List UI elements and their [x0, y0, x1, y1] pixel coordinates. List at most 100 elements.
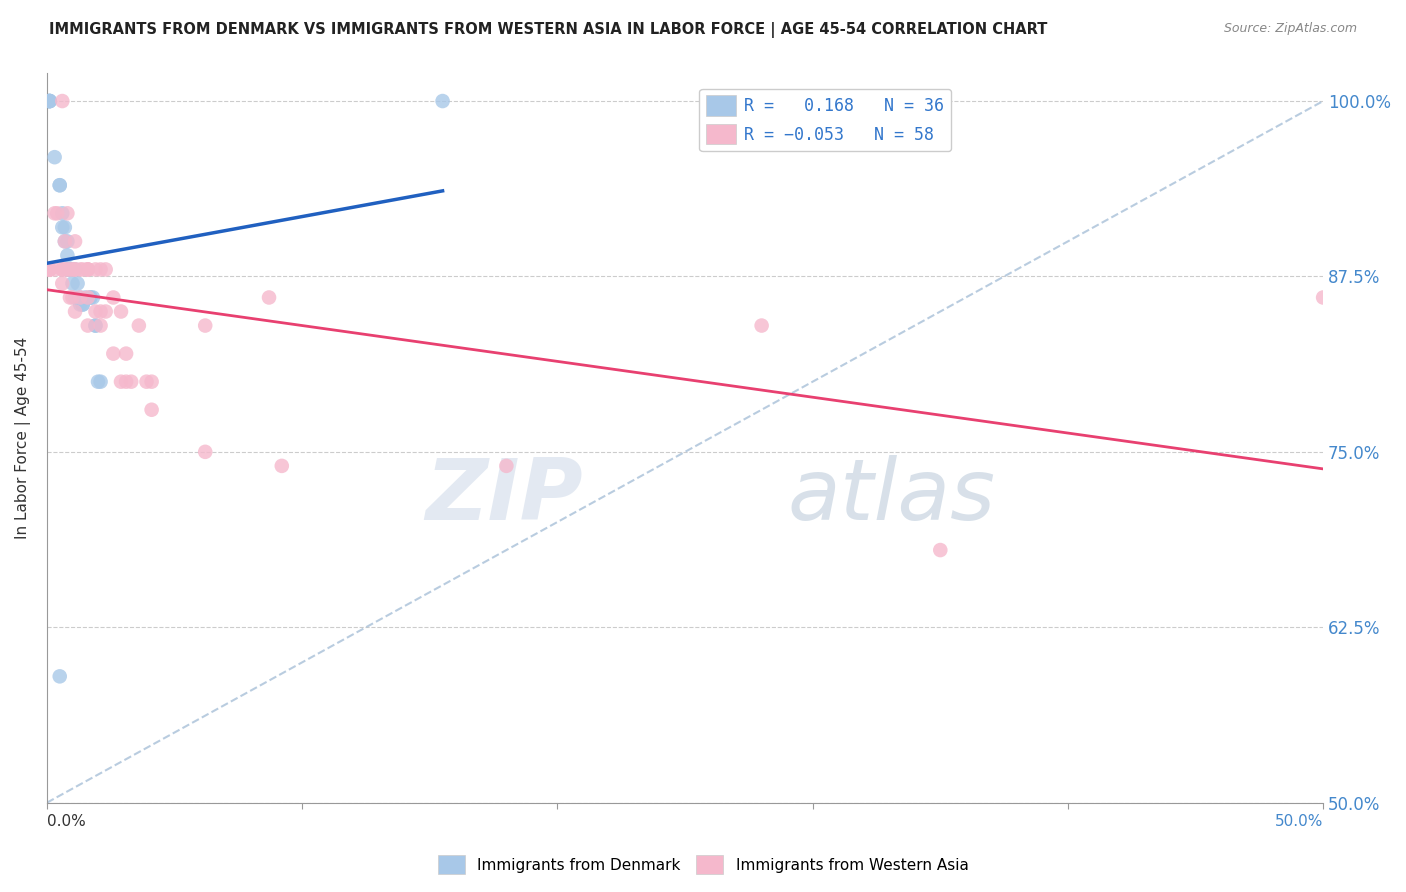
Point: [94, 262, 117, 277]
Point: [38, 94, 60, 108]
Text: 0.0%: 0.0%: [46, 814, 86, 829]
Point: [69, 262, 91, 277]
Point: [56, 248, 79, 262]
Point: [56, 235, 79, 249]
Text: 50.0%: 50.0%: [1275, 814, 1323, 829]
Point: [38, 262, 60, 277]
Point: [115, 375, 138, 389]
Point: [62, 277, 84, 291]
Point: [59, 262, 82, 277]
Point: [53, 235, 76, 249]
Point: [51, 206, 73, 220]
Point: [90, 304, 112, 318]
Point: [48, 178, 70, 193]
Point: [84, 304, 107, 318]
Point: [51, 220, 73, 235]
Point: [62, 262, 84, 277]
Point: [69, 297, 91, 311]
Text: ZIP: ZIP: [426, 455, 583, 538]
Point: [76, 262, 98, 277]
Y-axis label: In Labor Force | Age 45-54: In Labor Force | Age 45-54: [15, 336, 31, 539]
Point: [1312, 291, 1334, 305]
Point: [51, 262, 73, 277]
Point: [63, 262, 86, 277]
Point: [72, 297, 94, 311]
Legend: Immigrants from Denmark, Immigrants from Western Asia: Immigrants from Denmark, Immigrants from…: [432, 849, 974, 880]
Point: [62, 262, 84, 277]
Point: [44, 150, 66, 164]
Point: [48, 178, 70, 193]
Point: [75, 291, 97, 305]
Point: [53, 235, 76, 249]
Point: [84, 318, 107, 333]
Point: [48, 669, 70, 683]
Point: [90, 375, 112, 389]
Point: [135, 375, 157, 389]
Point: [69, 291, 91, 305]
Point: [84, 262, 107, 277]
Point: [38, 262, 60, 277]
Point: [257, 291, 280, 305]
Point: [751, 318, 773, 333]
Point: [141, 402, 163, 417]
Point: [94, 304, 117, 318]
Point: [72, 262, 94, 277]
Point: [51, 94, 73, 108]
Point: [63, 262, 86, 277]
Point: [194, 445, 217, 459]
Point: [84, 318, 107, 333]
Point: [76, 318, 98, 333]
Text: Source: ZipAtlas.com: Source: ZipAtlas.com: [1223, 22, 1357, 36]
Point: [69, 291, 91, 305]
Point: [51, 277, 73, 291]
Point: [38, 94, 60, 108]
Point: [76, 291, 98, 305]
Point: [87, 375, 110, 389]
Point: [38, 94, 60, 108]
Point: [53, 220, 76, 235]
Point: [76, 262, 98, 277]
Point: [59, 262, 82, 277]
Point: [63, 235, 86, 249]
Point: [103, 346, 125, 360]
Point: [38, 94, 60, 108]
Point: [59, 291, 82, 305]
Point: [495, 458, 517, 473]
Point: [63, 291, 86, 305]
Point: [79, 291, 101, 305]
Point: [66, 277, 89, 291]
Point: [38, 262, 60, 277]
Text: atlas: atlas: [787, 455, 995, 538]
Point: [63, 262, 86, 277]
Point: [38, 262, 60, 277]
Point: [51, 262, 73, 277]
Point: [59, 262, 82, 277]
Point: [76, 262, 98, 277]
Point: [44, 206, 66, 220]
Point: [63, 304, 86, 318]
Point: [270, 458, 292, 473]
Point: [110, 304, 132, 318]
Point: [79, 291, 101, 305]
Point: [128, 318, 150, 333]
Point: [103, 291, 125, 305]
Point: [110, 375, 132, 389]
Point: [90, 262, 112, 277]
Point: [929, 543, 952, 558]
Point: [82, 291, 104, 305]
Point: [432, 94, 454, 108]
Point: [141, 375, 163, 389]
Point: [44, 262, 66, 277]
Text: IMMIGRANTS FROM DENMARK VS IMMIGRANTS FROM WESTERN ASIA IN LABOR FORCE | AGE 45-: IMMIGRANTS FROM DENMARK VS IMMIGRANTS FR…: [49, 22, 1047, 38]
Legend: R =   0.168   N = 36, R = −0.053   N = 58: R = 0.168 N = 36, R = −0.053 N = 58: [699, 88, 950, 151]
Point: [46, 206, 69, 220]
Point: [56, 262, 79, 277]
Point: [72, 297, 94, 311]
Point: [38, 94, 60, 108]
Point: [53, 262, 76, 277]
Point: [115, 346, 138, 360]
Point: [120, 375, 142, 389]
Point: [194, 318, 217, 333]
Point: [56, 262, 79, 277]
Point: [56, 206, 79, 220]
